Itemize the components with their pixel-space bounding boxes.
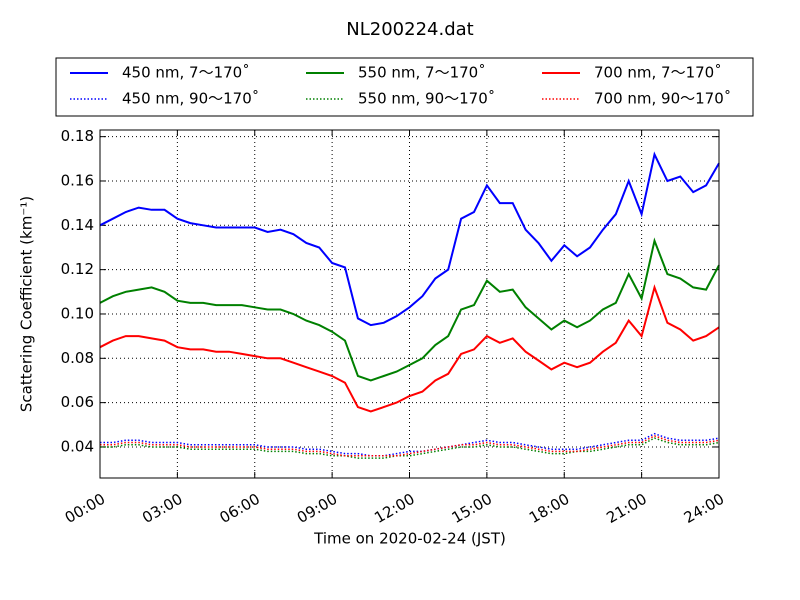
- x-tick-label: 18:00: [526, 490, 572, 527]
- x-tick-label: 00:00: [62, 490, 108, 527]
- series-line: [99, 284, 720, 413]
- chart-title: NL200224.dat: [346, 19, 473, 40]
- legend-label: 700 nm, 7～170˚: [594, 64, 722, 82]
- series-line: [99, 237, 720, 382]
- y-tick-label: 0.14: [61, 216, 94, 234]
- x-tick-label: 24:00: [681, 490, 727, 527]
- y-tick-label: 0.10: [61, 304, 94, 322]
- legend-label: 700 nm, 90～170˚: [594, 90, 731, 108]
- x-tick-label: 12:00: [371, 490, 417, 527]
- legend-box: [55, 57, 754, 117]
- x-tick-label: 06:00: [217, 490, 263, 527]
- y-tick-label: 0.12: [61, 260, 94, 278]
- x-tick-label: 15:00: [449, 490, 495, 527]
- y-axis-label: Scattering Coefficient (km⁻¹): [18, 196, 36, 412]
- legend-label: 450 nm, 7～170˚: [122, 64, 250, 82]
- plot-frame: [99, 129, 720, 479]
- y-tick-label: 0.06: [61, 393, 94, 411]
- series-line: [100, 432, 720, 457]
- y-tick-label: 0.18: [61, 127, 94, 145]
- x-tick-label: 03:00: [139, 490, 185, 527]
- x-axis-label: Time on 2020-02-24 (JST): [313, 530, 506, 548]
- series-line: [99, 151, 720, 327]
- x-tick-label: 09:00: [294, 490, 340, 527]
- x-tick-label: 21:00: [603, 490, 649, 527]
- legend-label: 550 nm, 7～170˚: [358, 64, 486, 82]
- legend-label: 550 nm, 90～170˚: [358, 90, 495, 108]
- legend-label: 450 nm, 90～170˚: [122, 90, 259, 108]
- y-tick-label: 0.16: [61, 171, 94, 189]
- y-tick-label: 0.08: [61, 349, 94, 367]
- y-tick-label: 0.04: [61, 437, 94, 455]
- series-line: [100, 437, 720, 459]
